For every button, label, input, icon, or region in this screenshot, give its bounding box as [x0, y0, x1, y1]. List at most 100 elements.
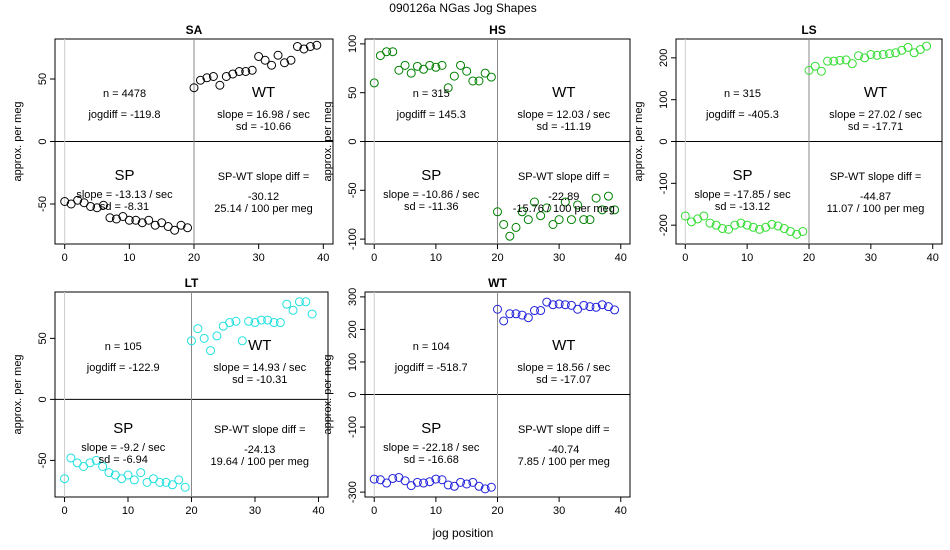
panel-title: HS: [489, 23, 506, 37]
data-point: [548, 300, 558, 310]
y-tick-label: -50: [347, 182, 359, 198]
y-axis-label: approx. per meg: [322, 354, 334, 434]
x-tick-label: 0: [682, 252, 688, 264]
y-tick-label: -300: [347, 481, 359, 503]
wt-label: WT: [248, 337, 271, 354]
data-point: [853, 51, 863, 61]
data-point: [523, 313, 533, 323]
slope-diff-per-meg: 25.14 / 100 per meg: [214, 203, 312, 215]
data-point: [891, 48, 901, 58]
data-point: [686, 217, 696, 227]
wt-slope-label: slope = 16.98 / sec: [217, 109, 310, 121]
data-point: [388, 47, 398, 57]
wt-label: WT: [252, 84, 275, 101]
data-point: [375, 475, 385, 485]
x-tick-label: 10: [122, 505, 134, 517]
y-tick-label: -100: [347, 228, 359, 250]
slope-diff-per-meg: 19.64 / 100 per meg: [211, 456, 309, 468]
data-point: [412, 61, 422, 71]
data-point: [517, 310, 527, 320]
y-tick-label: 0: [37, 138, 49, 144]
data-point: [748, 222, 758, 232]
panel-title: WT: [488, 276, 507, 290]
data-point: [456, 477, 466, 487]
data-point: [206, 346, 216, 356]
data-point: [866, 49, 876, 59]
x-tick-label: 30: [553, 505, 565, 517]
x-tick-label: 20: [803, 252, 815, 264]
wt-sd-label: sd = -10.31: [232, 374, 287, 386]
x-tick-label: 40: [312, 505, 324, 517]
data-point: [597, 300, 607, 310]
sp-sd-label: sd = -6.94: [99, 454, 148, 466]
data-point: [267, 60, 277, 70]
data-point: [680, 211, 690, 221]
data-point: [167, 480, 177, 490]
jogdiff-label: jogdiff = -518.7: [394, 362, 468, 374]
data-point: [493, 207, 502, 217]
data-point: [288, 305, 298, 315]
panel-lt: LT approx. per meg 0 10 20 30 40 -50 0 50 n = 105 j…: [12, 276, 329, 517]
panels: SA approx. per meg 0 10 20 30 40 -50 0 50 n = 4478…: [12, 23, 943, 517]
y-tick-label: 200: [658, 49, 670, 67]
data-point: [804, 65, 814, 75]
data-point: [382, 47, 392, 57]
data-point: [785, 226, 795, 236]
data-point: [730, 220, 740, 230]
x-tick-label: 40: [615, 252, 627, 264]
data-point: [60, 197, 70, 206]
data-point: [449, 71, 459, 81]
data-point: [241, 67, 251, 76]
y-axis-label: approx. per meg: [12, 354, 24, 434]
data-point: [717, 224, 727, 234]
x-tick-label: 30: [249, 505, 261, 517]
data-point: [263, 315, 273, 325]
data-point: [536, 306, 546, 316]
x-tick-label: 0: [61, 505, 67, 517]
y-axis-label: approx. per meg: [633, 101, 645, 181]
data-point: [91, 455, 101, 465]
data-point: [85, 458, 95, 468]
data-point: [312, 40, 322, 50]
data-point: [369, 474, 379, 484]
x-tick-label: 10: [430, 505, 442, 517]
x-axis-label: jog position: [432, 526, 494, 540]
data-point: [136, 468, 146, 478]
data-point: [705, 218, 715, 228]
data-point: [286, 55, 296, 65]
sp-sd-label: sd = -11.36: [404, 201, 459, 213]
data-point: [529, 306, 539, 316]
panel-title: LS: [801, 23, 816, 37]
slope-diff-label: SP-WT slope diff =: [214, 424, 306, 436]
wt-label: WT: [552, 337, 575, 354]
x-tick-label: 40: [927, 252, 939, 264]
slope-diff-per-meg: 7.85 / 100 per meg: [518, 456, 610, 468]
data-point: [123, 470, 133, 480]
data-point: [548, 219, 558, 229]
y-tick-label: 50: [347, 87, 359, 99]
y-tick-label: 200: [347, 320, 359, 338]
wt-slope-label: slope = 12.03 / sec: [517, 109, 610, 121]
data-point: [98, 200, 108, 210]
data-point: [579, 300, 589, 310]
data-point: [412, 477, 422, 487]
sp-label: SP: [113, 420, 133, 437]
x-tick-label: 0: [371, 505, 377, 517]
data-point: [829, 56, 839, 66]
data-point: [86, 202, 96, 211]
sp-slope-label: slope = -9.2 / sec: [81, 442, 166, 454]
data-point: [573, 200, 583, 210]
data-point: [269, 318, 279, 328]
data-point: [443, 480, 453, 490]
data-point: [137, 218, 147, 228]
y-tick-label: -50: [37, 452, 49, 468]
panel-title: LT: [185, 276, 199, 290]
data-point: [221, 72, 231, 81]
data-point: [144, 215, 154, 225]
data-point: [237, 336, 247, 346]
data-point: [388, 473, 398, 483]
y-axis-label: approx. per meg: [12, 101, 24, 181]
data-point: [187, 336, 196, 346]
wt-sd-label: sd = -11.19: [536, 121, 591, 133]
data-point: [872, 50, 882, 60]
